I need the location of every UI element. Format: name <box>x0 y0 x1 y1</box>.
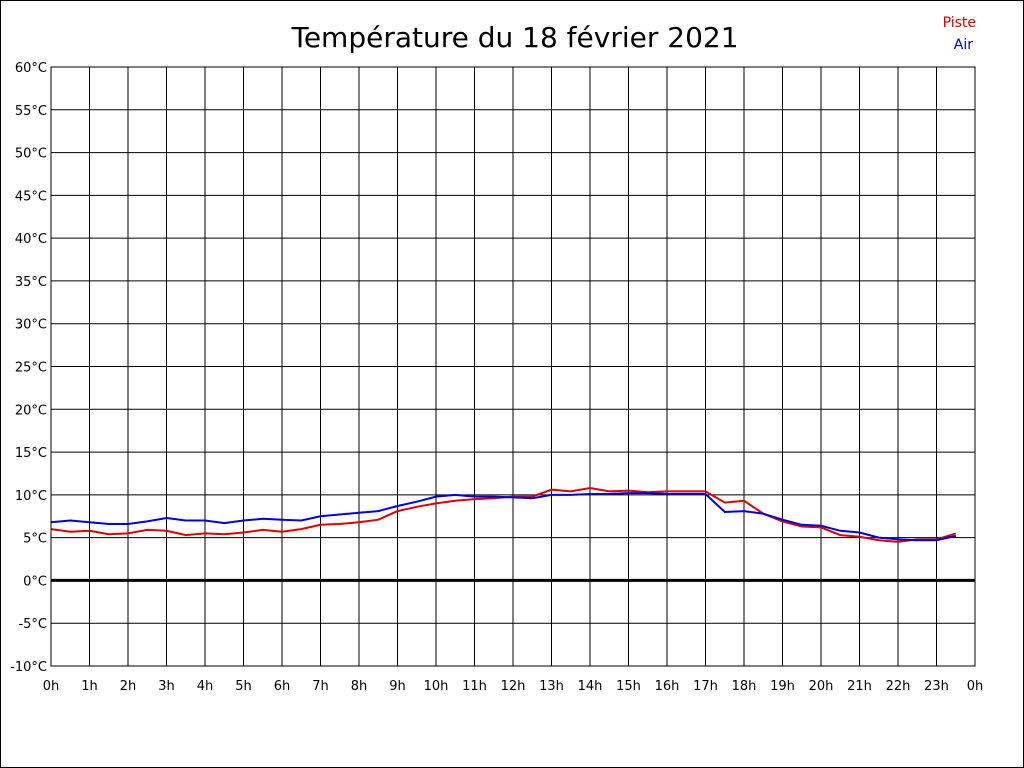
y-tick-label: 55°C <box>15 104 47 119</box>
y-tick-label: 10°C <box>15 489 47 504</box>
y-tick-label: 30°C <box>15 318 47 333</box>
y-tick-label: 0°C <box>23 574 47 589</box>
y-tick-label: 15°C <box>15 446 47 461</box>
x-tick-label: 18h <box>732 679 757 694</box>
x-tick-label: 14h <box>578 679 603 694</box>
x-tick-label: 5h <box>235 679 252 694</box>
x-tick-label: 17h <box>693 679 718 694</box>
y-tick-label: 40°C <box>15 232 47 247</box>
y-tick-label: 50°C <box>15 147 47 162</box>
y-tick-label: 25°C <box>15 361 47 376</box>
x-tick-label: 3h <box>158 679 175 694</box>
x-axis-labels: 0h 1h 2h 3h 4h 5h 6h 7h 8h 9h 10h 11h 12h 13h 14h 15h 16… <box>43 679 984 694</box>
x-tick-label: 1h <box>81 679 98 694</box>
x-tick-label: 19h <box>770 679 795 694</box>
x-tick-label: 23h <box>924 679 949 694</box>
x-tick-label: 2h <box>120 679 137 694</box>
x-tick-label: 21h <box>847 679 872 694</box>
x-tick-label: 22h <box>886 679 911 694</box>
y-tick-label: -10°C <box>10 660 47 675</box>
x-tick-label: 9h <box>389 679 406 694</box>
x-tick-label: 7h <box>312 679 329 694</box>
y-tick-label: 60°C <box>15 61 47 76</box>
x-tick-label: 20h <box>809 679 834 694</box>
y-axis-labels: 60°C 55°C 50°C 45°C 40°C 35°C 30°C 25°C 20°C 15°C… <box>10 61 47 675</box>
legend-air: Air <box>954 37 973 53</box>
x-tick-label: 4h <box>197 679 214 694</box>
legend-piste: Piste <box>943 15 976 31</box>
x-tick-label: 16h <box>655 679 680 694</box>
x-tick-label: 0h <box>43 679 60 694</box>
x-tick-label: 10h <box>424 679 449 694</box>
plot-border <box>50 66 976 667</box>
series-line-air <box>50 492 957 542</box>
x-tick-label: 6h <box>274 679 291 694</box>
grid <box>50 66 976 667</box>
chart-title: Température du 18 février 2021 <box>290 21 738 54</box>
x-tick-label: 12h <box>501 679 526 694</box>
x-tick-label: 8h <box>351 679 368 694</box>
y-tick-label: 45°C <box>15 189 47 204</box>
y-tick-label: 35°C <box>15 275 47 290</box>
y-tick-label: -5°C <box>18 617 47 632</box>
series-layer <box>50 486 957 543</box>
x-tick-label: 15h <box>616 679 641 694</box>
x-tick-label: 13h <box>539 679 564 694</box>
y-tick-label: 20°C <box>15 403 47 418</box>
x-tick-label: 11h <box>462 679 487 694</box>
y-tick-label: 5°C <box>23 532 47 547</box>
x-tick-label: 0h <box>967 679 984 694</box>
